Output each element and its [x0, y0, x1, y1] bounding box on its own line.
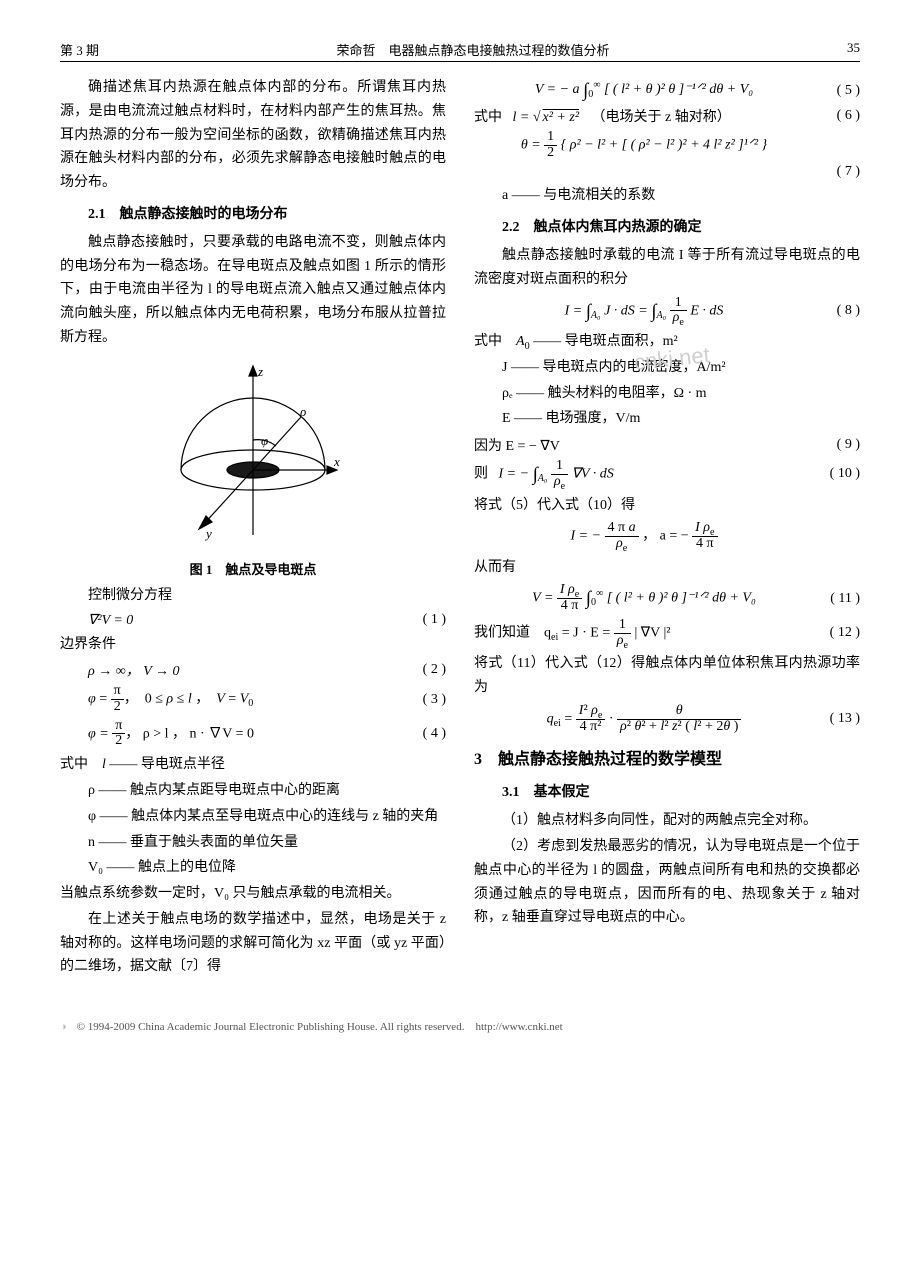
page-footer: ◑ © 1994-2009 China Academic Journal Ele…: [0, 1001, 920, 1043]
def-n: n —— 垂直于触头表面的单位矢量: [60, 831, 446, 855]
equation-3-number: ( 3 ): [400, 692, 446, 708]
equation-5: V = − a ∫0∞ [ ( l² + θ )² θ ]⁻¹ᐟ² dθ + V…: [474, 80, 860, 102]
assumption-1: （1）触点材料多向同性，配对的两触点完全对称。: [474, 809, 860, 833]
def-phi: φ —— 触点体内某点至导电斑点中心的连线与 z 轴的夹角: [60, 805, 446, 829]
section-3: 3 触点静态接触热过程的数学模型: [474, 746, 860, 773]
equation-5-number: ( 5 ): [814, 83, 860, 99]
equation-6-number: ( 6 ): [814, 108, 860, 124]
equation-11-body: V = I ρe4 π ∫0∞ [ ( l² + θ )² θ ]⁻¹ᐟ² dθ…: [474, 583, 814, 613]
para-v0: 当触点系统参数一定时，V₀ 只与触点承载的电流相关。: [60, 882, 446, 906]
def-rho: ρ —— 触点内某点距导电斑点中心的距离: [60, 779, 446, 803]
def-j: J —— 导电斑点内的电流密度，A/m²: [474, 356, 860, 380]
defs2-label: 式中 A0 —— 导电斑点面积，m²: [474, 330, 860, 354]
svg-text:z: z: [257, 364, 263, 379]
equation-4-body: φ = π2， ρ > l ， n · ∇V = 0: [60, 719, 400, 749]
para-field: 触点静态接触时，只要承载的电路电流不变，则触点体内的电场分布为一稳态场。在导电斑…: [60, 231, 446, 350]
para-joule: 将式（11）代入式（12）得触点体内单位体积焦耳内热源功率为: [474, 652, 860, 700]
equation-13: qei = I² ρe4 π² · θρ² θ² + l² z² ( l² + …: [474, 704, 860, 734]
figure-1: z x y ρ φ: [60, 360, 446, 555]
equation-4: φ = π2， ρ > l ， n · ∇V = 0 ( 4 ): [60, 719, 446, 749]
equation-6-body: 式中 l = √x² + z² （电场关于 z 轴对称）: [474, 106, 814, 126]
equation-3: φ = π2， 0 ≤ ρ ≤ l ， V = V0 ( 3 ): [60, 684, 446, 714]
bc-label: 边界条件: [60, 633, 446, 657]
svg-text:y: y: [204, 526, 212, 541]
equation-4-number: ( 4 ): [400, 726, 446, 742]
equation-12-body: 我们知道 qei = J · E = 1ρe | ∇V |²: [474, 618, 814, 648]
line-thus: 从而有: [474, 556, 860, 580]
equation-10: 则 I = − ∫A₀ 1ρe ∇V · dS ( 10 ): [474, 459, 860, 489]
equation-7-body: θ = 12 { ρ² − l² + [ ( ρ² − l² )² + 4 l²…: [474, 130, 814, 160]
equation-10-body: 则 I = − ∫A₀ 1ρe ∇V · dS: [474, 459, 814, 489]
footer-copyright: © 1994-2009 China Academic Journal Elect…: [77, 1021, 465, 1033]
equation-11: V = I ρe4 π ∫0∞ [ ( l² + θ )² θ ]⁻¹ᐟ² dθ…: [474, 583, 860, 613]
svg-text:x: x: [333, 454, 340, 469]
equation-13-body: qei = I² ρe4 π² · θρ² θ² + l² z² ( l² + …: [474, 704, 814, 734]
equation-10-number: ( 10 ): [814, 466, 860, 482]
subsection-2-2: 2.2 触点体内焦耳内热源的确定: [474, 216, 860, 240]
assumption-2: （2）考虑到发热最恶劣的情况，认为导电斑点是一个位于触点中心的半径为 l 的圆盘…: [474, 835, 860, 930]
equation-i-result: I = − 4 π aρe ， a = − I ρe4 π: [474, 521, 860, 551]
equation-8-body: I = ∫A₀ J · dS = ∫A₀ 1ρe E · dS: [474, 296, 814, 326]
equation-13-number: ( 13 ): [814, 711, 860, 727]
equation-5-body: V = − a ∫0∞ [ ( l² + θ )² θ ]⁻¹ᐟ² dθ + V…: [474, 80, 814, 102]
line-substitute: 将式（5）代入式（10）得: [474, 494, 860, 518]
equation-12-number: ( 12 ): [814, 625, 860, 641]
subsection-2-1: 2.1 触点静态接触时的电场分布: [60, 203, 446, 227]
def-a: a —— 与电流相关的系数: [474, 184, 860, 208]
equation-3-body: φ = π2， 0 ≤ ρ ≤ l ， V = V0: [60, 684, 400, 714]
equation-8-number: ( 8 ): [814, 303, 860, 319]
figure-1-svg: z x y ρ φ: [158, 360, 348, 550]
footer-icon: ◑: [60, 1021, 67, 1033]
header-issue: 第 3 期: [60, 40, 99, 59]
page-header: 第 3 期 荣命哲 电器触点静态电接触热过程的数值分析 35: [60, 40, 860, 62]
def-rhoe: ρₑ —— 触头材料的电阻率，Ω · m: [474, 382, 860, 406]
header-page-number: 35: [847, 40, 860, 59]
equation-2-body: ρ → ∞， V → 0: [60, 660, 400, 680]
equation-7-num-row: ( 7 ): [474, 164, 860, 180]
equation-6: 式中 l = √x² + z² （电场关于 z 轴对称） ( 6 ): [474, 106, 860, 126]
equation-1-number: ( 1 ): [400, 612, 446, 628]
equation-8: I = ∫A₀ J · dS = ∫A₀ 1ρe E · dS ( 8 ): [474, 296, 860, 326]
def-v0: V₀ —— 触点上的电位降: [60, 856, 446, 880]
equation-2: ρ → ∞， V → 0 ( 2 ): [60, 660, 446, 680]
equation-1: ∇²V = 0 ( 1 ): [60, 612, 446, 629]
svg-text:φ: φ: [261, 433, 268, 448]
left-column: 确描述焦耳内热源在触点体内部的分布。所谓焦耳内热源，是由电流流过触点材料时，在材…: [60, 76, 446, 981]
equation-9-number: ( 9 ): [814, 437, 860, 453]
footer-url: http://www.cnki.net: [475, 1021, 562, 1033]
para-current: 触点静态接触时承载的电流 I 等于所有流过导电斑点的电流密度对斑点面积的积分: [474, 244, 860, 292]
para-intro: 确描述焦耳内热源在触点体内部的分布。所谓焦耳内热源，是由电流流过触点材料时，在材…: [60, 76, 446, 195]
equation-7: θ = 12 { ρ² − l² + [ ( ρ² − l² )² + 4 l²…: [474, 130, 860, 160]
def-e: E —— 电场强度，V/m: [474, 407, 860, 431]
equation-9: 因为 E = − ∇V ( 9 ): [474, 435, 860, 455]
equation-1-body: ∇²V = 0: [60, 612, 400, 629]
defs-label: 式中 l —— 导电斑点半径: [60, 753, 446, 777]
svg-text:ρ: ρ: [299, 404, 306, 419]
equation-2-number: ( 2 ): [400, 662, 446, 678]
equation-11-number: ( 11 ): [814, 591, 860, 607]
right-column: cnki.net V = − a ∫0∞ [ ( l² + θ )² θ ]⁻¹…: [474, 76, 860, 981]
para-2d: 在上述关于触点电场的数学描述中，显然，电场是关于 z 轴对称的。这样电场问题的求…: [60, 908, 446, 979]
subsection-3-1: 3.1 基本假定: [474, 781, 860, 805]
equation-12: 我们知道 qei = J · E = 1ρe | ∇V |² ( 12 ): [474, 618, 860, 648]
figure-1-caption: 图 1 触点及导电斑点: [60, 559, 446, 578]
equation-9-body: 因为 E = − ∇V: [474, 435, 814, 455]
header-title: 荣命哲 电器触点静态电接触热过程的数值分析: [337, 40, 610, 59]
equation-i-result-body: I = − 4 π aρe ， a = − I ρe4 π: [474, 521, 814, 551]
ctrl-eq-label: 控制微分方程: [60, 584, 446, 608]
